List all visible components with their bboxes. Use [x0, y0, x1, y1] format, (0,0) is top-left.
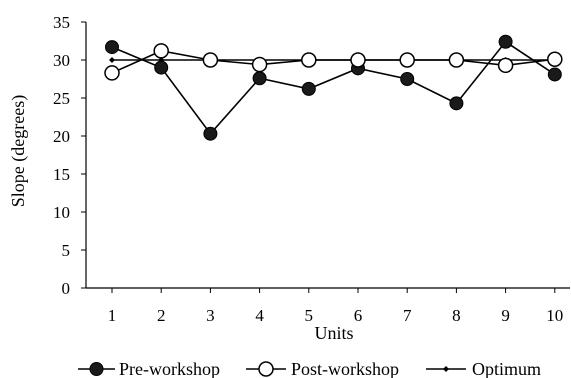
data-point: [448, 52, 465, 68]
series-post-workshop: [104, 43, 563, 81]
x-tick-label: 7: [403, 306, 412, 325]
data-point: [104, 65, 120, 81]
x-axis-ticks: 1 2 3 4 5 6 7 8 9 10: [108, 288, 563, 325]
x-tick-label: 6: [354, 306, 363, 325]
y-tick-label: 5: [62, 241, 71, 260]
legend-marker: [443, 366, 449, 372]
legend-item: Pre-workshop: [78, 359, 220, 378]
x-tick-label: 2: [157, 306, 166, 325]
x-tick-label: 4: [255, 306, 264, 325]
y-tick-label: 15: [53, 165, 70, 184]
series-line: [111, 50, 555, 74]
y-tick-label: 30: [53, 51, 70, 70]
plot-area: [104, 34, 563, 141]
legend: Pre-workshop Post-workshop Optimum: [78, 359, 541, 378]
y-tick-label: 10: [53, 203, 70, 222]
x-tick-label: 5: [305, 306, 314, 325]
y-axis-title: Slope (degrees): [8, 95, 29, 207]
y-tick-label: 0: [62, 279, 71, 298]
legend-item: Post-workshop: [246, 359, 399, 378]
data-point: [202, 52, 219, 68]
data-point: [449, 96, 464, 111]
data-point: [251, 56, 268, 73]
data-point: [547, 51, 563, 67]
data-point: [105, 40, 119, 55]
y-tick-label: 20: [53, 127, 70, 146]
legend-marker: [258, 361, 274, 377]
data-point: [154, 60, 169, 75]
series-line: [111, 40, 556, 135]
x-tick-label: 8: [452, 306, 461, 325]
y-tick-label: 35: [53, 13, 70, 32]
data-point: [400, 72, 415, 86]
data-point: [252, 71, 267, 86]
data-point: [301, 81, 316, 96]
data-point: [350, 52, 366, 68]
legend-label: Post-workshop: [291, 359, 399, 378]
x-tick-label: 1: [108, 306, 117, 325]
y-axis-ticks: 0 5 10 15 20 25 30 35: [53, 13, 86, 298]
data-point: [153, 43, 169, 59]
x-axis-title: Units: [314, 323, 353, 343]
series-pre-workshop: [105, 34, 562, 141]
data-point: [497, 57, 514, 74]
data-point: [399, 52, 415, 68]
x-tick-label: 9: [501, 306, 510, 325]
x-tick-label: 10: [546, 306, 563, 325]
legend-label: Pre-workshop: [119, 359, 220, 378]
x-tick-label: 3: [206, 306, 215, 325]
legend-label: Optimum: [472, 359, 541, 378]
legend-item: Optimum: [426, 359, 541, 378]
data-point: [301, 52, 317, 68]
axes: [85, 22, 570, 289]
y-tick-label: 25: [53, 89, 70, 108]
data-point: [203, 126, 218, 141]
data-point: [547, 67, 562, 82]
data-point: [109, 57, 115, 63]
data-point: [498, 34, 513, 49]
legend-marker: [89, 362, 104, 376]
